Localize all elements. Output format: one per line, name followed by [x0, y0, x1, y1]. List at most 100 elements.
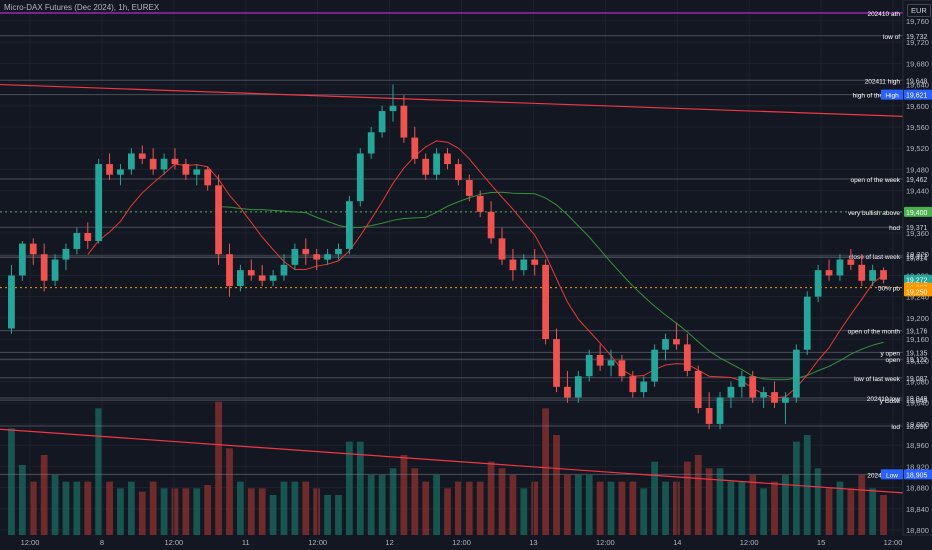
- candle-body: [869, 270, 877, 281]
- volume-bar: [8, 428, 15, 535]
- candle-body: [160, 158, 168, 170]
- price-badge-value: 19,621: [906, 93, 928, 100]
- volume-bar: [836, 481, 844, 535]
- volume-bar: [596, 481, 604, 535]
- level-label: lod: [891, 424, 900, 431]
- volume-bar: [411, 468, 419, 535]
- trendline-upper: [0, 83, 904, 117]
- price-badge: [904, 469, 932, 480]
- currency-button[interactable]: EUR: [907, 4, 931, 17]
- level-label: y open: [880, 350, 900, 357]
- volume-bar: [127, 481, 135, 535]
- volume-bar: [694, 455, 702, 535]
- candle-body: [117, 169, 124, 175]
- volume-bar: [683, 461, 691, 535]
- y-tick-label: 19,480: [906, 165, 929, 174]
- price-axis: [902, 0, 932, 536]
- candle-body: [182, 164, 190, 175]
- price-badge-tag-label: High: [885, 93, 899, 100]
- volume-bar: [629, 481, 637, 535]
- level-price-label: 19,122: [906, 357, 928, 364]
- candle-body: [782, 397, 789, 403]
- volume-bar: [716, 468, 724, 535]
- level-price-label: 19,049: [906, 396, 928, 403]
- volume-bar: [160, 488, 168, 535]
- candle-body: [596, 355, 604, 366]
- candle-body: [335, 248, 342, 255]
- volume-bar: [193, 488, 201, 535]
- candle-body: [247, 270, 255, 276]
- candle-body: [455, 164, 462, 180]
- candle-body: [226, 254, 233, 287]
- volume-bar: [367, 475, 375, 535]
- volume-bar: [738, 481, 746, 535]
- candle-body: [520, 259, 528, 271]
- x-tick-label: 11: [242, 538, 250, 547]
- volume-bar: [215, 401, 222, 535]
- candle-body: [313, 254, 321, 260]
- candle-body: [269, 275, 277, 281]
- y-tick-label: 19,560: [906, 123, 929, 132]
- candle-body: [662, 339, 669, 350]
- candle-body: [171, 158, 179, 165]
- level-price-label: 19,087: [906, 376, 928, 383]
- candle-body: [18, 243, 26, 276]
- y-tick-label: 19,320: [906, 250, 929, 259]
- volume-bar: [803, 435, 811, 535]
- chart-title: Micro-DAX Futures (Dec 2024), 1h, EUREX: [4, 3, 160, 12]
- volume-bar: [509, 475, 517, 535]
- volume-bar: [858, 475, 866, 535]
- candle-body: [138, 153, 146, 159]
- x-tick-label: 15: [817, 538, 825, 547]
- volume-bar: [531, 481, 539, 535]
- volume-bar: [149, 481, 157, 535]
- price-badge-value: 19,250: [906, 289, 928, 296]
- level-label: open of the month: [848, 329, 901, 336]
- candle-body: [324, 254, 331, 260]
- volume-bar: [673, 481, 680, 535]
- candle-body: [422, 158, 430, 175]
- candle-body: [346, 201, 353, 249]
- x-tick-label: 12:00: [452, 538, 471, 547]
- candle-body: [215, 185, 222, 255]
- volume-bar: [106, 481, 113, 535]
- moving-average-slow: [218, 191, 884, 381]
- volume-bar: [324, 495, 331, 535]
- volume-bar: [204, 485, 212, 535]
- volume-bar: [564, 475, 571, 535]
- level-price-label: 19,314: [906, 255, 928, 262]
- level-price-label: 19,317: [906, 254, 928, 261]
- candle-body: [127, 153, 135, 170]
- x-tick-label: 12:00: [740, 538, 759, 547]
- candle-body: [618, 360, 626, 377]
- volume-bar: [117, 488, 124, 535]
- candle-body: [302, 248, 310, 255]
- x-tick-label: 12: [385, 538, 393, 547]
- level-price-label: 19,045: [906, 398, 928, 405]
- volume-bar: [727, 481, 735, 535]
- candle-body: [629, 376, 637, 393]
- level-label: 202410 low: [867, 396, 901, 403]
- candle-body: [880, 270, 887, 280]
- level-label: 50% pb: [878, 286, 900, 293]
- y-tick-label: 19,680: [906, 59, 929, 68]
- candle-body: [356, 153, 364, 202]
- volume-bar: [40, 455, 48, 535]
- volume-bar: [705, 468, 713, 535]
- y-tick-label: 19,040: [906, 399, 929, 408]
- y-tick-label: 18,920: [906, 462, 929, 471]
- candle-body: [509, 259, 517, 271]
- price-badge-value: 19,400: [906, 210, 928, 217]
- level-label: 202410 ath: [867, 11, 900, 18]
- level-label: very bullish above: [848, 210, 900, 217]
- volume-bar: [346, 441, 353, 535]
- price-badge: [904, 206, 932, 217]
- candle-body: [433, 153, 440, 175]
- candle-body: [487, 211, 495, 239]
- volume-bar: [269, 495, 277, 535]
- level-label: high of the week: [853, 93, 901, 100]
- candle-body: [803, 296, 811, 350]
- volume-bar: [280, 481, 288, 535]
- volume-bar: [869, 488, 877, 535]
